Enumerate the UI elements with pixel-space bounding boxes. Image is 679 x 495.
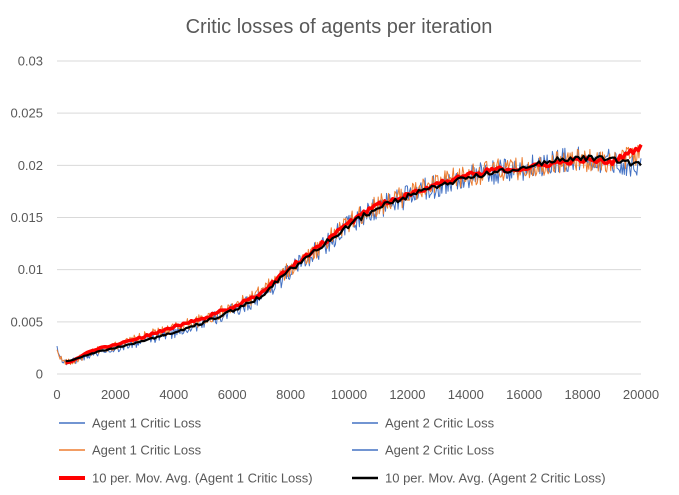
x-tick-label: 14000: [448, 387, 484, 402]
series-line: [65, 143, 643, 365]
x-tick-label: 6000: [218, 387, 247, 402]
x-tick-label: 16000: [506, 387, 542, 402]
x-tick-label: 12000: [389, 387, 425, 402]
legend-label: Agent 1 Critic Loss: [92, 416, 202, 431]
x-tick-label: 8000: [276, 387, 305, 402]
legend-label: Agent 2 Critic Loss: [385, 416, 495, 431]
x-tick-label: 20000: [623, 387, 659, 402]
x-tick-label: 0: [53, 387, 60, 402]
series-line: [56, 143, 642, 365]
y-tick-label: 0.02: [18, 158, 43, 173]
y-tick-label: 0.015: [10, 210, 43, 225]
chart-title: Critic losses of agents per iteration: [186, 16, 493, 38]
x-tick-label: 2000: [101, 387, 130, 402]
series-line: [65, 154, 642, 363]
gridlines: [57, 60, 641, 375]
x-axis-ticks: 0 2000 4000 6000 8000 10000 12000 14000 16000 180…: [53, 387, 659, 402]
x-tick-label: 18000: [565, 387, 601, 402]
y-tick-label: 0.005: [10, 314, 43, 329]
y-tick-label: 0.03: [18, 54, 43, 69]
y-axis-ticks: 0 0.005 0.01 0.015 0.02 0.025 0.03: [10, 54, 43, 382]
y-tick-label: 0.025: [10, 106, 43, 121]
legend-label: 10 per. Mov. Avg. (Agent 1 Critic Loss): [92, 471, 313, 486]
legend: Agent 1 Critic Loss Agent 2 Critic Loss Ag…: [59, 416, 606, 486]
legend-label: Agent 1 Critic Loss: [92, 443, 202, 458]
legend-label: Agent 2 Critic Loss: [385, 443, 495, 458]
x-tick-label: 10000: [331, 387, 367, 402]
x-tick-label: 4000: [159, 387, 188, 402]
y-tick-label: 0.01: [18, 262, 43, 277]
y-tick-label: 0: [36, 367, 43, 382]
legend-label: 10 per. Mov. Avg. (Agent 2 Critic Loss): [385, 471, 606, 486]
plot-area: [56, 143, 643, 366]
